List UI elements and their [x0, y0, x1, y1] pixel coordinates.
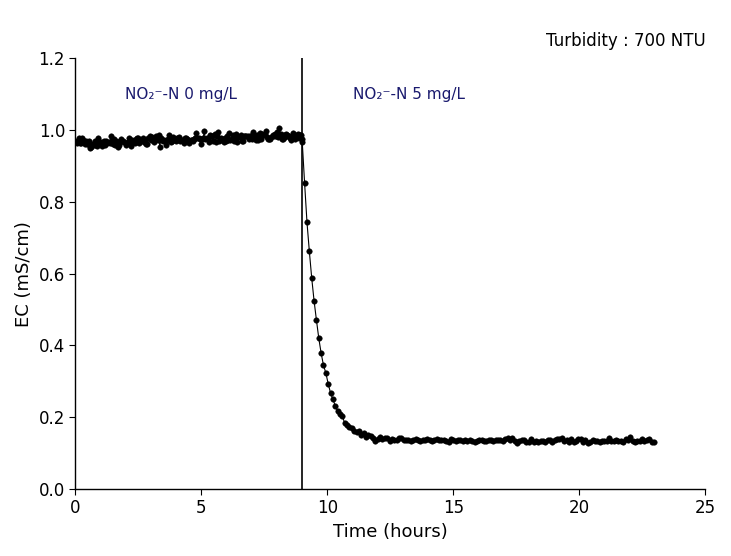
Text: NO₂⁻-N 5 mg/L: NO₂⁻-N 5 mg/L: [352, 87, 465, 102]
Text: Turbidity : 700 NTU: Turbidity : 700 NTU: [545, 32, 705, 49]
Y-axis label: EC (mS/cm): EC (mS/cm): [15, 221, 33, 326]
X-axis label: Time (hours): Time (hours): [333, 523, 448, 541]
Text: NO₂⁻-N 0 mg/L: NO₂⁻-N 0 mg/L: [125, 87, 238, 102]
